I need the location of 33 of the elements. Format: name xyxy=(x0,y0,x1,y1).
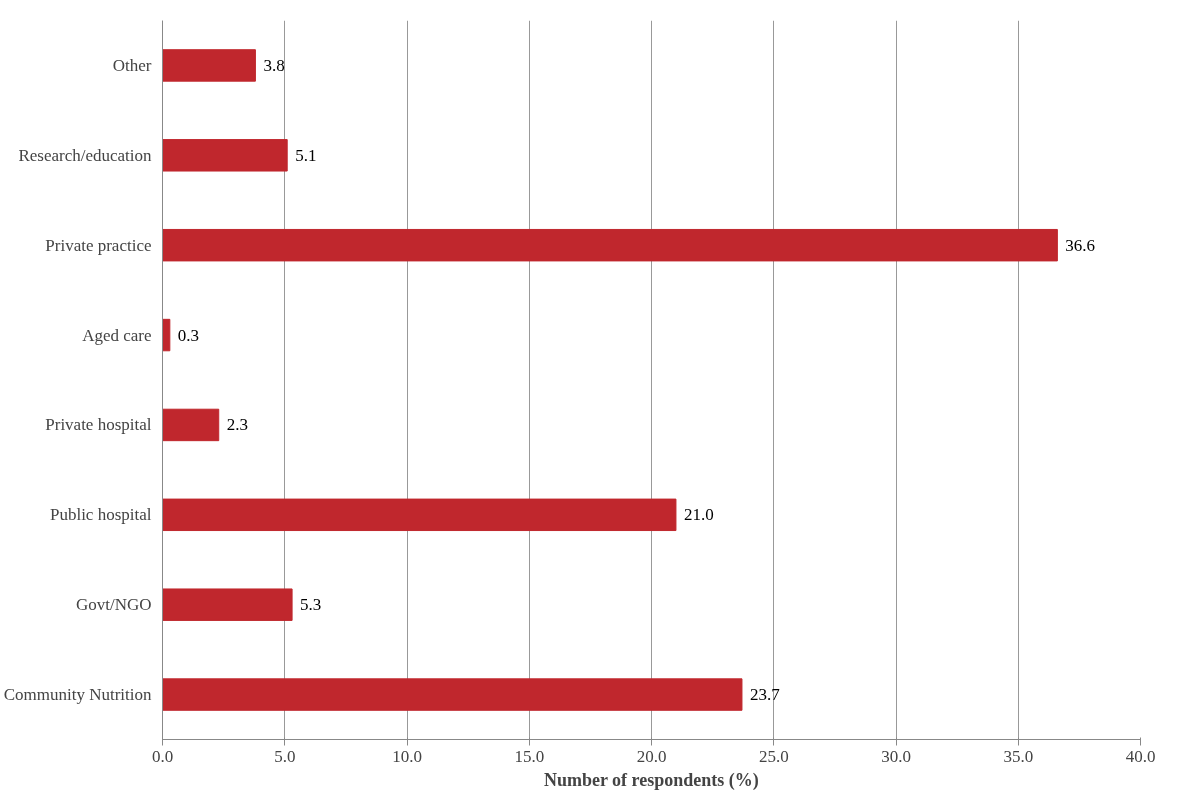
y-tick-label: Private practice xyxy=(45,235,152,255)
bar xyxy=(162,678,743,711)
y-tick-label: Research/education xyxy=(18,145,152,165)
x-tick-label: 20.0 xyxy=(636,746,667,766)
data-label: 0.3 xyxy=(177,325,200,345)
y-tick-label: Other xyxy=(112,55,152,75)
data-label: 5.3 xyxy=(300,595,322,615)
bar xyxy=(162,588,293,621)
bar xyxy=(162,49,256,82)
x-tick-label: 5.0 xyxy=(274,746,296,766)
y-tick-label: Public hospital xyxy=(49,505,152,525)
x-tick-label: 10.0 xyxy=(392,746,422,766)
x-axis-title: Number of respondents (%) xyxy=(543,769,759,791)
data-label: 23.7 xyxy=(749,685,781,705)
bar xyxy=(162,228,1058,262)
x-tick-label: 15.0 xyxy=(514,746,545,766)
x-tick-label: 0.0 xyxy=(151,746,174,766)
data-label: 2.3 xyxy=(226,415,248,435)
bar xyxy=(162,408,220,442)
x-tick-label: 40.0 xyxy=(1125,746,1156,766)
y-tick-label: Aged care xyxy=(82,325,152,345)
y-tick-label: Govt/NGO xyxy=(75,595,152,615)
y-tick-label: Private hospital xyxy=(45,415,152,435)
data-label: 36.6 xyxy=(1065,235,1096,255)
data-label: 5.1 xyxy=(295,145,317,165)
bar xyxy=(162,498,677,532)
data-label: 3.8 xyxy=(263,55,285,75)
data-label: 21.0 xyxy=(683,505,714,525)
bar xyxy=(162,139,288,172)
x-tick-label: 25.0 xyxy=(758,746,789,766)
x-tick-label: 35.0 xyxy=(1003,746,1034,766)
x-tick-label: 30.0 xyxy=(881,746,911,766)
y-tick-label: Community Nutrition xyxy=(3,685,152,705)
